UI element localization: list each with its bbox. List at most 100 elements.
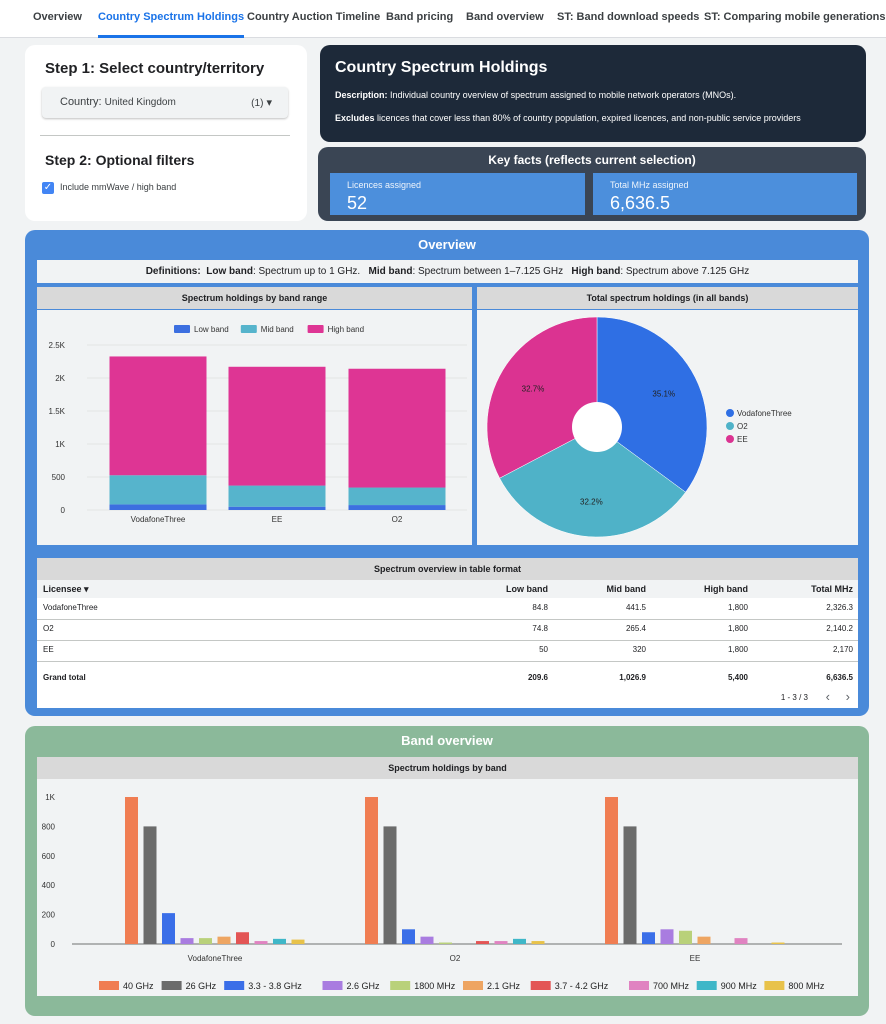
legend-swatch-high-band — [307, 325, 324, 333]
bar-3-7-4-2-ghz-o2 — [476, 941, 489, 944]
legend-swatch-2-6-ghz — [322, 981, 343, 990]
low-band-label: Low band — [206, 266, 253, 277]
header-total-mhz[interactable]: Total MHz — [811, 584, 853, 594]
legend-swatch-2-1-ghz — [463, 981, 483, 990]
spectrum-table: Licensee ▾ Low band Mid band High band T… — [37, 558, 858, 708]
mmwave-checkbox[interactable]: ✓ — [42, 182, 54, 194]
bar-chart-title: Spectrum holdings by band range — [37, 287, 472, 309]
y-tick-label: 200 — [42, 911, 56, 920]
legend-label-ee: EE — [737, 435, 748, 444]
bar-mid-band-ee — [228, 485, 326, 507]
filter-panel: Step 1: Select country/territory Country… — [25, 45, 307, 221]
bar-2-1-ghz-vodafonethree — [217, 936, 231, 944]
bar-2-6-ghz-o2 — [420, 936, 434, 944]
tab-band-pricing[interactable]: Band pricing — [386, 11, 454, 23]
tab-overview[interactable]: Overview — [33, 11, 82, 23]
cell-high: 1,800 — [727, 603, 748, 612]
divider — [40, 135, 290, 136]
legend-swatch-700-mhz — [629, 981, 649, 990]
total-holdings-chart-svg: 35.1% 32.2% 32.7% VodafoneThree O2 EE — [486, 316, 792, 538]
licences-card: Licences assigned 52 — [330, 173, 585, 215]
excludes: Excludes licences that cover less than 8… — [335, 113, 801, 123]
mhz-card: Total MHz assigned 6,636.5 — [593, 173, 857, 215]
bar-high-band-vodafonethree — [109, 356, 207, 476]
bar-low-band-o2 — [348, 505, 446, 510]
country-dropdown[interactable]: Country: United Kingdom (1) ▾ — [42, 87, 288, 118]
legend-label-o2: O2 — [737, 422, 748, 431]
x-tick-label: O2 — [392, 515, 403, 524]
bar-3-7-4-2-ghz-vodafonethree — [236, 932, 249, 944]
description: Description: Individual country overview… — [335, 90, 736, 100]
x-tick-label: O2 — [450, 954, 461, 963]
header-low-band[interactable]: Low band — [506, 584, 548, 594]
y-tick-label: 800 — [42, 822, 56, 831]
country-label: Country: — [60, 96, 102, 108]
header-high-band[interactable]: High band — [704, 584, 748, 594]
bar-mid-band-o2 — [348, 487, 446, 506]
y-tick-label: 1K — [45, 793, 55, 802]
legend-swatch-800-mhz — [764, 981, 785, 990]
bar-700-mhz-ee — [734, 938, 748, 944]
cell-licensee: O2 — [43, 624, 54, 633]
pie-slice-o2 — [499, 426, 686, 538]
step2-title: Step 2: Optional filters — [45, 152, 195, 168]
tab-comparing-mobile-generations[interactable]: ST: Comparing mobile generations — [704, 11, 886, 23]
next-page-icon[interactable]: › — [845, 689, 850, 704]
mmwave-label[interactable]: Include mmWave / high band — [60, 182, 177, 192]
legend-swatch-low-band — [174, 325, 190, 333]
high-band-text: : Spectrum above 7.125 GHz — [620, 266, 750, 277]
key-facts-card: Key facts (reflects current selection) L… — [318, 147, 866, 221]
header-licensee[interactable]: Licensee ▾ — [43, 584, 89, 594]
bar-1800-mhz-vodafonethree — [199, 938, 212, 944]
legend-swatch-1800-mhz — [390, 981, 411, 990]
bar-40-ghz-vodafonethree — [125, 797, 138, 944]
legend-label-high-band: High band — [328, 325, 364, 334]
band-chart-svg: 0 200 400 600 800 1K VodafoneThree O2 EE 40 GHz 26… — [42, 793, 842, 991]
row-divider — [37, 640, 858, 641]
legend-label-2-1-ghz: 2.1 GHz — [487, 981, 521, 991]
cell-low: 74.8 — [532, 624, 548, 633]
top-nav: Overview Country Spectrum Holdings Count… — [0, 0, 886, 38]
donut-hole — [572, 402, 622, 452]
legend-swatch-ee — [726, 435, 734, 443]
y-tick-label: 0 — [51, 940, 56, 949]
cell-total-mid: 1,026.9 — [619, 673, 646, 682]
bar-low-band-vodafonethree — [109, 504, 207, 510]
legend-swatch-vodafonethree — [726, 409, 734, 417]
bar-high-band-ee — [228, 366, 326, 486]
country-count: (1) — [251, 98, 264, 109]
cell-low: 50 — [539, 645, 548, 654]
band-range-chart-svg: 0 500 1K 1.5K 2K 2.5K VodafoneThree EE O2 Low ban… — [49, 325, 467, 524]
mid-band-label: Mid band — [368, 266, 413, 277]
description-label: Description: — [335, 90, 388, 100]
y-tick-label: 600 — [42, 852, 56, 861]
y-tick-label: 1.5K — [49, 407, 66, 416]
cell-high: 1,800 — [727, 645, 748, 654]
y-tick-label: 500 — [52, 473, 66, 482]
pagination-label: 1 - 3 / 3 — [780, 693, 808, 702]
band-chart: 0 200 400 600 800 1K VodafoneThree O2 EE 40 GHz 26… — [37, 779, 858, 996]
excludes-text: licences that cover less than 80% of cou… — [377, 113, 801, 123]
step1-title: Step 1: Select country/territory — [45, 60, 265, 77]
header-mid-band[interactable]: Mid band — [606, 584, 647, 594]
tab-country-spectrum-holdings[interactable]: Country Spectrum Holdings — [98, 0, 245, 38]
x-tick-label: VodafoneThree — [188, 954, 243, 963]
bar-26-ghz-vodafonethree — [143, 826, 157, 944]
total-holdings-chart: 35.1% 32.2% 32.7% VodafoneThree O2 EE — [477, 310, 858, 545]
cell-licensee: EE — [43, 645, 54, 654]
tab-band-overview[interactable]: Band overview — [466, 11, 544, 23]
prev-page-icon[interactable]: ‹ — [825, 689, 830, 704]
tab-band-download-speeds[interactable]: ST: Band download speeds — [557, 11, 700, 23]
bar-26-ghz-o2 — [383, 826, 397, 944]
legend-label-700-mhz: 700 MHz — [653, 981, 690, 991]
bar-1800-mhz-ee — [679, 930, 692, 944]
legend-swatch-mid-band — [240, 325, 257, 333]
cell-mid: 320 — [632, 645, 646, 654]
tab-country-auction-timeline[interactable]: Country Auction Timeline — [247, 11, 381, 23]
cell-total: 2,326.3 — [826, 603, 853, 612]
bar-900-mhz-vodafonethree — [273, 938, 286, 944]
check-icon: ✓ — [43, 182, 53, 193]
mhz-value: 6,636.5 — [610, 193, 671, 213]
overview-title: Overview — [418, 237, 476, 252]
bar-2-1-ghz-ee — [697, 936, 711, 944]
